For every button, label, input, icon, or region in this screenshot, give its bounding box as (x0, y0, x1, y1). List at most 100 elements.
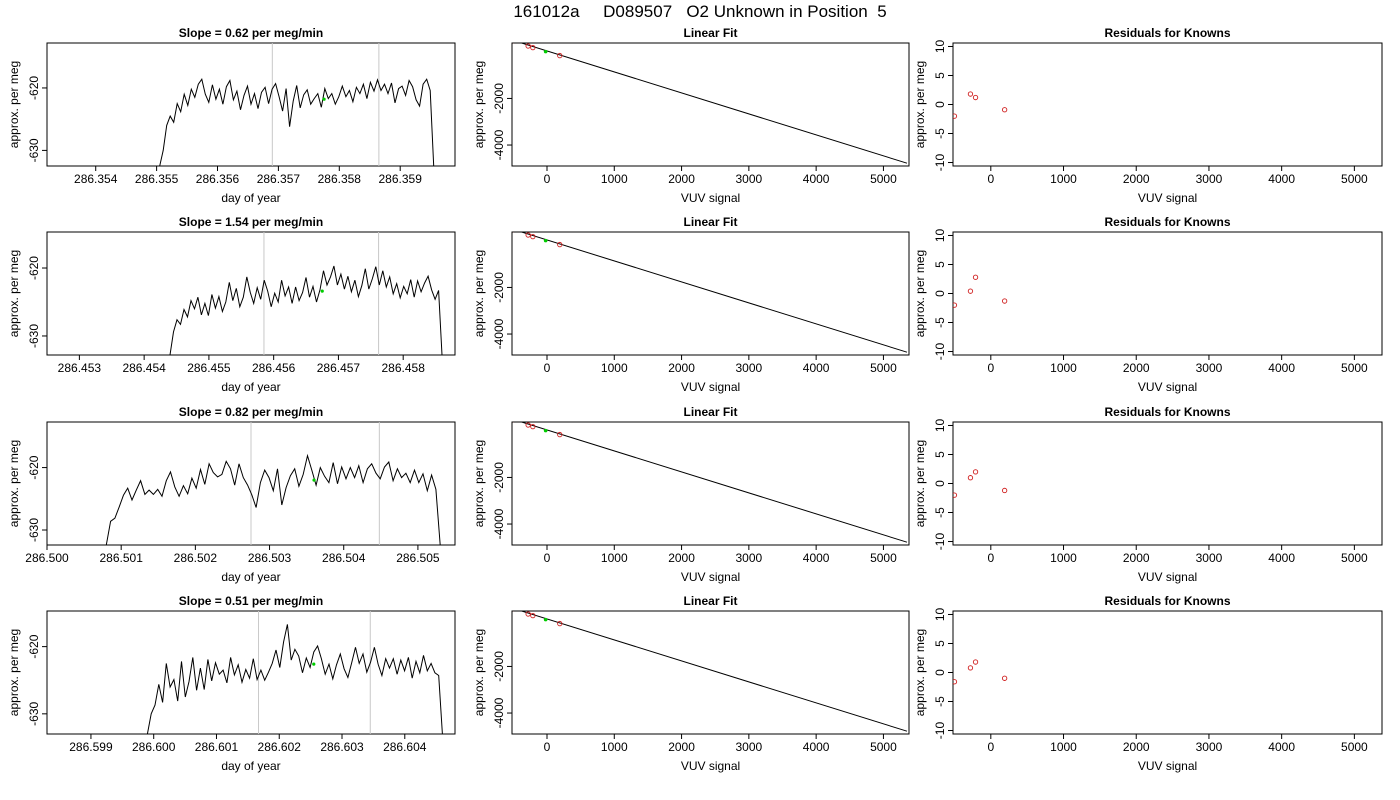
panel-title: Linear Fit (683, 405, 737, 419)
x-tick-label: 5000 (870, 740, 897, 754)
x-tick-label: 5000 (1341, 551, 1368, 565)
x-tick-label: 3000 (1196, 551, 1223, 565)
panel-r4c3: Residuals for Knowns VUV signal approx. pe… (913, 594, 1383, 773)
x-tick-label: 0 (544, 172, 551, 186)
x-tick-label: 1000 (601, 740, 628, 754)
known-point (530, 613, 536, 619)
panel-title: Residuals for Knowns (1104, 215, 1230, 229)
x-tick-label: 286.603 (320, 740, 364, 754)
x-tick-label: 286.454 (122, 361, 166, 375)
x-axis-label: VUV signal (681, 191, 740, 205)
x-tick-label: 2000 (1123, 740, 1150, 754)
plot-area (953, 91, 1008, 119)
unknown-point (543, 238, 548, 243)
x-tick-label: 2000 (1123, 551, 1150, 565)
plot-frame (46, 610, 456, 735)
plot-frame (511, 610, 910, 735)
x-tick-label: 286.505 (396, 551, 440, 565)
y-tick-label: -4000 (492, 697, 506, 728)
residual-point (972, 274, 979, 280)
panel-r4c1: Slope = 0.51 per meg/min day of year appro… (7, 594, 456, 773)
x-tick-label: 286.456 (252, 361, 296, 375)
plot-area (953, 469, 1008, 498)
x-tick-label: 1000 (1050, 172, 1077, 186)
x-tick-label: 3000 (1196, 361, 1223, 375)
x-axis-label: VUV signal (1138, 380, 1197, 394)
known-point (557, 52, 563, 59)
panel-r3c2: Linear Fit VUV signal approx. per meg 0 1000… (472, 405, 910, 584)
y-axis-label: approx. per meg (472, 250, 486, 337)
known-point (512, 611, 515, 612)
x-tick-label: 286.604 (383, 740, 427, 754)
panel-r1c1: Slope = 0.62 per meg/min day of year appro… (7, 26, 456, 205)
x-tick-label: 5000 (870, 361, 897, 375)
y-tick-label: -630 (27, 324, 41, 348)
x-tick-label: 286.455 (187, 361, 231, 375)
x-tick-label: 286.504 (322, 551, 366, 565)
x-tick-label: 0 (987, 172, 994, 186)
panel-title: Slope = 0.82 per meg/min (179, 405, 323, 419)
x-tick-label: 2000 (668, 551, 695, 565)
data-series-line (159, 77, 435, 166)
panel-title: Residuals for Knowns (1104, 405, 1230, 419)
x-tick-label: 0 (987, 361, 994, 375)
x-tick-label: 0 (987, 740, 994, 754)
y-tick-label: 10 (933, 39, 947, 53)
y-tick-label: -5 (933, 696, 947, 707)
y-axis-label: approx. per meg (913, 61, 927, 148)
plot-area (512, 232, 908, 353)
plot-area (105, 422, 441, 545)
residual-point (953, 302, 958, 308)
known-point (525, 232, 531, 238)
x-axis-label: VUV signal (1138, 570, 1197, 584)
x-tick-label: 286.501 (99, 551, 143, 565)
known-point (557, 431, 563, 438)
x-tick-label: 3000 (1196, 172, 1223, 186)
y-tick-label: -5 (933, 507, 947, 518)
plot-area (146, 611, 443, 734)
x-tick-label: 286.358 (318, 172, 362, 186)
known-point (530, 45, 536, 51)
residual-point (953, 679, 958, 685)
residual-point (953, 492, 958, 498)
panel-r2c3: Residuals for Knowns VUV signal approx. pe… (913, 215, 1383, 394)
panel-title: Linear Fit (683, 26, 737, 40)
x-tick-label: 1000 (1050, 361, 1077, 375)
known-point (525, 422, 531, 428)
x-tick-label: 1000 (1050, 740, 1077, 754)
x-tick-label: 2000 (668, 740, 695, 754)
plot-frame (952, 610, 1383, 735)
x-tick-label: 286.359 (378, 172, 422, 186)
residual-point (1001, 107, 1008, 113)
plot-area (512, 611, 908, 732)
y-tick-label: -620 (27, 256, 41, 280)
plot-area (512, 422, 908, 543)
fit-line (519, 611, 908, 732)
y-axis-label: approx. per meg (913, 250, 927, 337)
plot-area (953, 659, 1008, 685)
x-tick-label: 3000 (736, 740, 763, 754)
y-tick-label: -10 (933, 722, 947, 740)
plot-frame (952, 42, 1383, 167)
y-tick-label: -620 (27, 455, 41, 479)
residual-point (967, 288, 974, 294)
y-tick-label: -10 (933, 154, 947, 172)
fit-line (519, 232, 908, 353)
y-tick-label: -620 (27, 76, 41, 100)
y-axis-label: approx. per meg (7, 629, 21, 716)
x-tick-label: 4000 (803, 740, 830, 754)
x-tick-label: 1000 (1050, 551, 1077, 565)
data-series-line (105, 453, 441, 545)
y-tick-label: -10 (933, 533, 947, 551)
unknown-point (543, 617, 548, 622)
x-tick-label: 286.500 (25, 551, 69, 565)
known-point (525, 43, 531, 49)
x-tick-label: 286.600 (132, 740, 176, 754)
x-axis-label: day of year (221, 191, 280, 205)
x-tick-label: 2000 (668, 172, 695, 186)
x-axis-label: VUV signal (681, 759, 740, 773)
x-tick-label: 286.354 (74, 172, 118, 186)
panel-r2c1: Slope = 1.54 per meg/min day of year appro… (7, 215, 456, 394)
y-axis-label: approx. per meg (913, 440, 927, 527)
